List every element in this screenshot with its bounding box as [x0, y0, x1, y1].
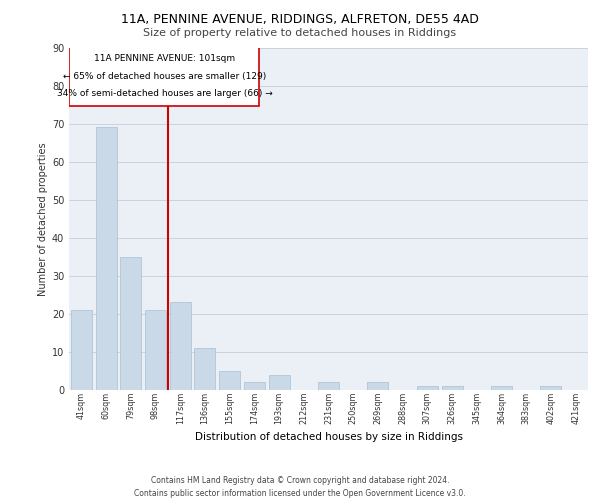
- Bar: [541, 386, 562, 390]
- Bar: [442, 386, 463, 390]
- Bar: [318, 382, 339, 390]
- Bar: [120, 257, 141, 390]
- Bar: [269, 375, 290, 390]
- Bar: [491, 386, 512, 390]
- Text: ← 65% of detached houses are smaller (129): ← 65% of detached houses are smaller (12…: [63, 72, 266, 80]
- Bar: [367, 382, 388, 390]
- Text: 11A, PENNINE AVENUE, RIDDINGS, ALFRETON, DE55 4AD: 11A, PENNINE AVENUE, RIDDINGS, ALFRETON,…: [121, 12, 479, 26]
- Bar: [244, 382, 265, 390]
- Bar: [71, 310, 92, 390]
- Text: 11A PENNINE AVENUE: 101sqm: 11A PENNINE AVENUE: 101sqm: [94, 54, 235, 62]
- Y-axis label: Number of detached properties: Number of detached properties: [38, 142, 47, 296]
- Bar: [70, 48, 259, 106]
- Text: 34% of semi-detached houses are larger (66) →: 34% of semi-detached houses are larger (…: [56, 90, 272, 98]
- Bar: [170, 302, 191, 390]
- Bar: [219, 371, 240, 390]
- Bar: [95, 128, 116, 390]
- Text: Contains HM Land Registry data © Crown copyright and database right 2024.
Contai: Contains HM Land Registry data © Crown c…: [134, 476, 466, 498]
- Bar: [145, 310, 166, 390]
- Text: Distribution of detached houses by size in Riddings: Distribution of detached houses by size …: [195, 432, 463, 442]
- Bar: [194, 348, 215, 390]
- Text: Size of property relative to detached houses in Riddings: Size of property relative to detached ho…: [143, 28, 457, 38]
- Bar: [417, 386, 438, 390]
